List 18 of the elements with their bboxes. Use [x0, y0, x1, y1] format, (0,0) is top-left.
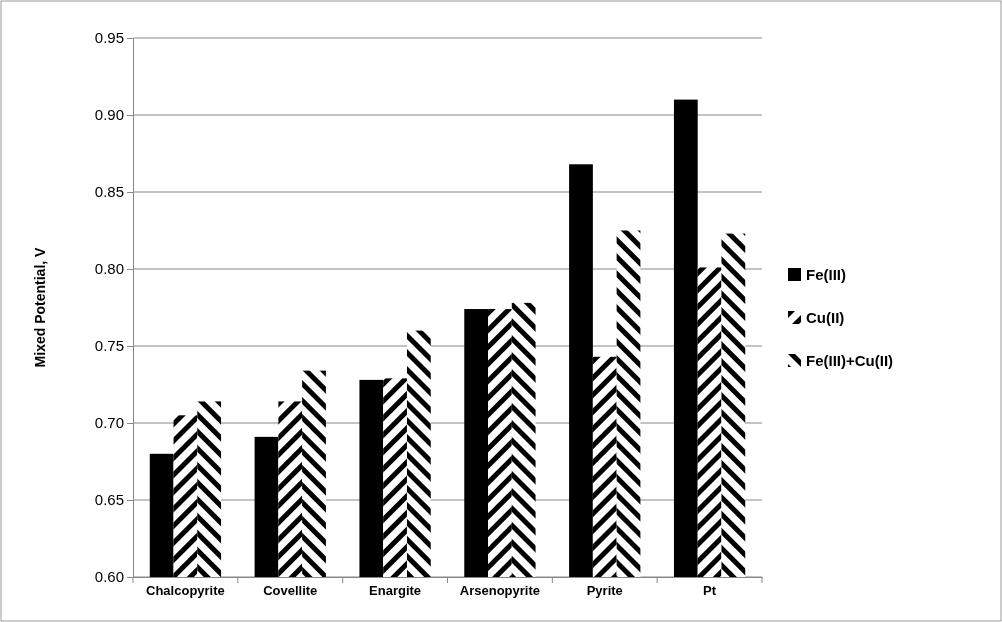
y-tick-label: 0.80	[94, 260, 124, 278]
x-tick-label: Enargite	[369, 583, 422, 599]
y-tick-label: 0.85	[94, 183, 124, 201]
legend-label: Fe(III)+Cu(II)	[806, 352, 894, 369]
legend-label: Fe(III)	[806, 266, 846, 283]
y-tick-label: 0.75	[94, 337, 124, 355]
x-tick-label: Chalcopyrite	[146, 583, 225, 599]
x-tick-label: Pyrite	[586, 583, 623, 599]
x-tick-label: Arsenopyrite	[459, 583, 541, 599]
y-tick-label: 0.95	[94, 29, 124, 47]
y-tick-label: 0.70	[94, 414, 124, 432]
y-tick-label: 0.90	[94, 106, 124, 124]
y-tick-label: 0.60	[94, 568, 124, 586]
y-tick-label: 0.65	[94, 491, 124, 509]
legend-label: Cu(II)	[806, 309, 845, 326]
x-tick-label: Pt	[703, 583, 717, 599]
x-tick-label: Covellite	[263, 583, 318, 599]
y-axis-title: Mixed Potential, V	[32, 246, 48, 368]
